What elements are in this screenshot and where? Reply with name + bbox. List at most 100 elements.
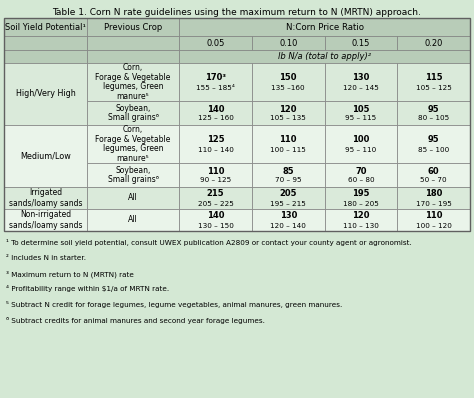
- Text: 130: 130: [280, 211, 297, 220]
- Text: 70: 70: [355, 166, 367, 176]
- Text: 100 – 120: 100 – 120: [416, 222, 452, 228]
- Text: 110 – 130: 110 – 130: [343, 222, 379, 228]
- Text: All: All: [128, 215, 138, 224]
- Bar: [397, 209, 470, 231]
- Bar: [252, 101, 325, 125]
- Text: 120 – 140: 120 – 140: [270, 222, 306, 228]
- Text: 130: 130: [352, 74, 370, 82]
- Bar: [179, 101, 252, 125]
- Text: N:Corn Price Ratio: N:Corn Price Ratio: [286, 23, 364, 31]
- Bar: [87, 18, 179, 36]
- Text: 170 – 195: 170 – 195: [416, 201, 452, 207]
- Bar: [397, 36, 470, 50]
- Text: ⁶ Subtract credits for animal manures and second year forage legumes.: ⁶ Subtract credits for animal manures an…: [6, 316, 265, 324]
- Text: 0.20: 0.20: [424, 39, 443, 47]
- Text: 125: 125: [207, 135, 224, 144]
- Text: 0.15: 0.15: [352, 39, 370, 47]
- Text: Forage & Vegetable: Forage & Vegetable: [95, 73, 171, 82]
- Bar: [252, 187, 325, 209]
- Bar: [252, 209, 325, 231]
- Text: High/Very High: High/Very High: [16, 90, 75, 98]
- Bar: [87, 163, 179, 187]
- Text: Small grains⁶: Small grains⁶: [108, 113, 158, 122]
- Text: manure⁵: manure⁵: [117, 154, 149, 163]
- Text: 110: 110: [425, 211, 442, 220]
- Bar: [87, 125, 179, 163]
- Bar: [325, 101, 397, 125]
- Bar: [179, 18, 470, 36]
- Text: Corn,: Corn,: [123, 125, 143, 134]
- Bar: [4, 63, 87, 125]
- Text: Soybean,: Soybean,: [115, 104, 151, 113]
- Text: Soybean,: Soybean,: [115, 166, 151, 175]
- Text: 205: 205: [280, 189, 297, 199]
- Text: 100 – 115: 100 – 115: [270, 146, 306, 152]
- Text: Non-irrigated
sands/loamy sands: Non-irrigated sands/loamy sands: [9, 210, 82, 230]
- Text: 0.05: 0.05: [206, 39, 225, 47]
- Bar: [252, 36, 325, 50]
- Text: 170³: 170³: [205, 74, 226, 82]
- Text: 115: 115: [425, 74, 442, 82]
- Bar: [179, 125, 252, 163]
- Text: lb N/a (total to apply)²: lb N/a (total to apply)²: [278, 52, 371, 61]
- Bar: [252, 163, 325, 187]
- Bar: [87, 63, 179, 101]
- Bar: [325, 63, 397, 101]
- Text: 0.10: 0.10: [279, 39, 298, 47]
- Text: ³ Maximum return to N (MRTN) rate: ³ Maximum return to N (MRTN) rate: [6, 270, 134, 277]
- Text: Medium/Low: Medium/Low: [20, 152, 71, 160]
- Text: Soil Yield Potential¹: Soil Yield Potential¹: [5, 23, 86, 31]
- Text: 120: 120: [352, 211, 370, 220]
- Bar: [179, 63, 252, 101]
- Text: ² Includes N in starter.: ² Includes N in starter.: [6, 254, 86, 261]
- Text: 95: 95: [428, 105, 439, 113]
- Bar: [325, 125, 397, 163]
- Text: 135 –160: 135 –160: [272, 84, 305, 90]
- Bar: [325, 187, 397, 209]
- Text: 50 – 70: 50 – 70: [420, 178, 447, 183]
- Text: 95 – 115: 95 – 115: [346, 115, 376, 121]
- Text: manure⁵: manure⁵: [117, 92, 149, 101]
- Bar: [4, 50, 87, 63]
- Text: 80 – 105: 80 – 105: [418, 115, 449, 121]
- Text: 95 – 110: 95 – 110: [346, 146, 376, 152]
- Bar: [325, 209, 397, 231]
- Text: 110: 110: [207, 166, 224, 176]
- Bar: [87, 50, 179, 63]
- Text: 195: 195: [352, 189, 370, 199]
- Text: ⁵ Subtract N credit for forage legumes, legume vegetables, animal manures, green: ⁵ Subtract N credit for forage legumes, …: [6, 301, 342, 308]
- Text: 90 – 125: 90 – 125: [200, 178, 231, 183]
- Bar: [179, 163, 252, 187]
- Text: 60 – 80: 60 – 80: [347, 178, 374, 183]
- Text: 60: 60: [428, 166, 439, 176]
- Text: legumes, Green: legumes, Green: [103, 144, 164, 153]
- Text: 215: 215: [207, 189, 224, 199]
- Text: Irrigated
sands/loamy sands: Irrigated sands/loamy sands: [9, 188, 82, 208]
- Bar: [179, 187, 252, 209]
- Text: 85: 85: [283, 166, 294, 176]
- Text: 100: 100: [352, 135, 370, 144]
- Text: 155 – 185⁴: 155 – 185⁴: [196, 84, 235, 90]
- Bar: [252, 63, 325, 101]
- Text: 195 – 215: 195 – 215: [270, 201, 306, 207]
- Text: 70 – 95: 70 – 95: [275, 178, 301, 183]
- Text: 140: 140: [207, 211, 224, 220]
- Text: 180: 180: [425, 189, 442, 199]
- Text: 110: 110: [280, 135, 297, 144]
- Text: ⁴ Profitability range within $1/a of MRTN rate.: ⁴ Profitability range within $1/a of MRT…: [6, 285, 169, 293]
- Bar: [179, 50, 470, 63]
- Text: 125 – 160: 125 – 160: [198, 115, 234, 121]
- Text: Forage & Vegetable: Forage & Vegetable: [95, 135, 171, 144]
- Bar: [325, 163, 397, 187]
- Bar: [397, 63, 470, 101]
- Bar: [397, 163, 470, 187]
- Bar: [4, 125, 87, 187]
- Bar: [4, 18, 470, 231]
- Bar: [87, 187, 179, 209]
- Text: ¹ To determine soil yield potential, consult UWEX publication A2809 or contact y: ¹ To determine soil yield potential, con…: [6, 239, 412, 246]
- Text: 95: 95: [428, 135, 439, 144]
- Text: 105 – 135: 105 – 135: [270, 115, 306, 121]
- Text: Previous Crop: Previous Crop: [104, 23, 162, 31]
- Text: 105: 105: [352, 105, 370, 113]
- Text: legumes, Green: legumes, Green: [103, 82, 164, 91]
